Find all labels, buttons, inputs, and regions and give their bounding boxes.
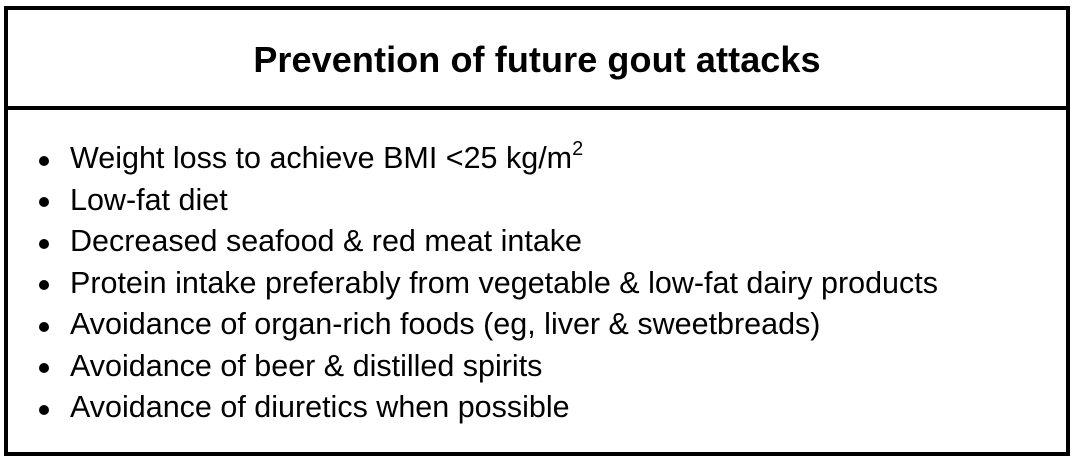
bullet-icon	[39, 197, 49, 208]
list-item-text: Avoidance of diuretics when possible	[70, 390, 570, 424]
table-title: Prevention of future gout attacks	[253, 39, 821, 80]
list-item: Low-fat diet	[8, 180, 1066, 222]
bullet-icon	[39, 404, 49, 415]
list-item: Avoidance of beer & distilled spirits	[8, 346, 1066, 388]
list-item-text: Weight loss to achieve BMI <25 kg/m	[70, 141, 573, 175]
list-item: Protein intake preferably from vegetable…	[8, 263, 1066, 305]
list-item-text: Protein intake preferably from vegetable…	[70, 265, 938, 300]
list-item: Weight loss to achieve BMI <25 kg/m2	[8, 138, 1066, 180]
bullet-icon	[39, 280, 49, 291]
table-header: Prevention of future gout attacks	[8, 10, 1066, 110]
list-item: Avoidance of diuretics when possible	[8, 387, 1066, 429]
bullet-icon	[39, 321, 49, 332]
bullet-icon	[39, 155, 49, 166]
bullet-icon	[39, 363, 49, 374]
info-table: Prevention of future gout attacks Weight…	[4, 6, 1070, 456]
list-item-text: Avoidance of organ-rich foods (eg, liver…	[70, 307, 821, 341]
bullet-list: Weight loss to achieve BMI <25 kg/m2 Low…	[8, 138, 1066, 429]
bullet-icon	[39, 238, 49, 249]
list-item-text: Avoidance of beer & distilled spirits	[70, 348, 543, 383]
list-item: Decreased seafood & red meat intake	[8, 221, 1066, 263]
superscript: 2	[572, 137, 584, 160]
table-body: Weight loss to achieve BMI <25 kg/m2 Low…	[8, 110, 1066, 429]
list-item-text: Decreased seafood & red meat intake	[70, 224, 583, 258]
list-item-text: Low-fat diet	[70, 182, 228, 217]
list-item: Avoidance of organ-rich foods (eg, liver…	[8, 304, 1066, 346]
